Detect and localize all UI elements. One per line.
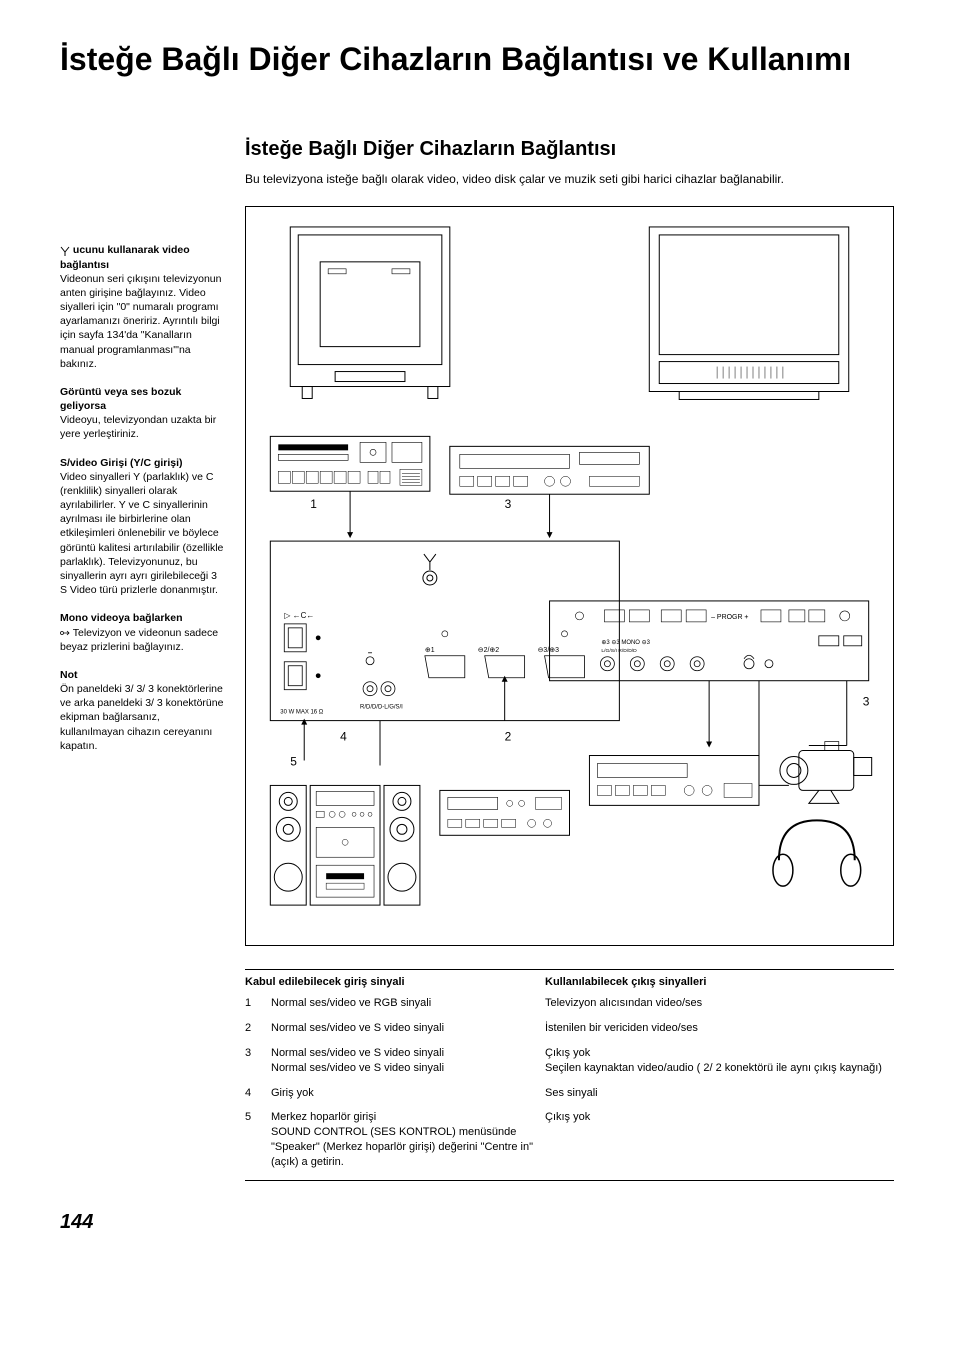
tv-front-icon [649,227,848,400]
signal-row-left: Normal ses/video ve S video sinyali [271,1021,545,1036]
sidebar-note-4-title: Mono videoya bağlarken [60,611,225,625]
signal-row-num: 4 [245,1086,271,1101]
main-column: İsteğe Bağlı Diğer Cihazların Bağlantısı… [245,138,894,1180]
signal-row-left: Normal ses/video ve RGB sinyali [271,996,545,1011]
sidebar-note-2: Görüntü veya ses bozuk geliyorsa Videoyu… [60,385,225,442]
sidebar-note-5-body: Ön paneldeki 3/ 3/ 3 konektörlerine ve a… [60,682,225,753]
diagram-label-1: 1 [310,497,317,511]
decoder-icon [589,756,759,806]
sidebar-note-4: Mono videoya bağlarken Televizyon ve vid… [60,611,225,654]
diagram-label-3b: 3 [863,695,870,709]
signal-row-left: Normal ses/video ve S video sinyali Norm… [271,1046,545,1076]
signal-row: 3 Normal ses/video ve S video sinyali No… [245,1046,894,1076]
signal-header-left: Kabul edilebilecek giriş sinyali [245,976,545,988]
signal-row-right: Çıkış yok [545,1110,894,1169]
sidebar-note-1-body: Videonun seri çıkışını televizyonun ante… [60,272,225,371]
diagram-label-5: 5 [290,755,297,769]
signal-row-left: Giriş yok [271,1086,545,1101]
signal-row: 1 Normal ses/video ve RGB sinyali Televi… [245,996,894,1011]
hifi-icon [270,786,420,906]
signal-row-right: Çıkış yok Seçilen kaynaktan video/audio … [545,1046,894,1076]
connection-diagram: 1 3 [245,206,894,946]
svg-text:– PROGR +: – PROGR + [711,614,748,621]
signal-row-num: 1 [245,996,271,1011]
sidebar-note-2-body: Videoyu, televizyondan uzakta bir yere y… [60,413,225,441]
signal-row-num: 3 [245,1046,271,1076]
diagram-label-3a: 3 [505,497,512,511]
diagram-label-4: 4 [340,730,347,744]
signal-header-right: Kullanılabilecek çıkış sinyalleri [545,976,894,988]
rear-panel-rear-label: R/D/D/D-L/G/S/I [360,705,403,711]
front-panel-icon: – PROGR + ⊕3 ⊖3 MONO ⊖3 L/G/S/I R/D/D/D [550,601,869,681]
sidebar-note-4-body: Televizyon ve videonun sadece beyaz priz… [60,626,225,654]
signal-row: 5 Merkez hoparlör girişi SOUND CONTROL (… [245,1110,894,1169]
svg-text:⊕1: ⊕1 [425,647,435,654]
signal-row-right: Ses sinyali [545,1086,894,1101]
sidebar: ucunu kullanarak video bağlantısı Videon… [60,138,225,1180]
signal-row-num: 5 [245,1110,271,1169]
sidebar-note-5-title: Not [60,668,225,682]
signal-table-header: Kabul edilebilecek giriş sinyali Kullanı… [245,976,894,988]
signal-row-right: İstenilen bir vericiden video/ses [545,1021,894,1036]
svg-text:⊕3 ⊖3 MONO ⊖3: ⊕3 ⊖3 MONO ⊖3 [601,640,650,646]
settop-box-icon [440,791,570,836]
sidebar-note-3-body: Video sinyalleri Y (parlaklık) ve C (ren… [60,470,225,598]
rear-panel-icon: ▷ ←C← 30 W MAX 16 Ω R/D/D/D-L/G/S/I [270,541,619,721]
svg-text:⊖2/⊕2: ⊖2/⊕2 [478,647,500,654]
signal-row: 4 Giriş yok Ses sinyali [245,1086,894,1101]
sidebar-note-1: ucunu kullanarak video bağlantısı Videon… [60,243,225,371]
signal-row-num: 2 [245,1021,271,1036]
svg-text:▷ ←C←: ▷ ←C← [284,611,314,620]
signal-row: 2 Normal ses/video ve S video sinyali İs… [245,1021,894,1036]
sidebar-note-1-title: ucunu kullanarak video bağlantısı [60,244,190,270]
dvd-player-icon [450,447,649,495]
signal-row-right: Televizyon alıcısından video/ses [545,996,894,1011]
page-number: 144 [60,1211,894,1234]
svg-text:⊖3/⊕3: ⊖3/⊕3 [538,647,560,654]
antenna-icon [60,246,70,256]
vcr-icon [270,437,430,492]
sidebar-note-4-body-text: Televizyon ve videonun sadece beyaz priz… [60,627,218,653]
svg-text:L/G/S/I R/D/D/D: L/G/S/I R/D/D/D [601,648,637,654]
av-in-icon [60,629,70,637]
intro-text: Bu televizyona isteğe bağlı olarak video… [245,171,894,188]
tv-rear-icon [290,227,450,399]
sidebar-note-2-title: Görüntü veya ses bozuk geliyorsa [60,385,225,413]
content-wrapper: ucunu kullanarak video bağlantısı Videon… [60,138,894,1180]
camcorder-icon [780,742,872,804]
signal-row-left: Merkez hoparlör girişi SOUND CONTROL (SE… [271,1110,545,1169]
section-title: İsteğe Bağlı Diğer Cihazların Bağlantısı [245,138,894,161]
signal-table: Kabul edilebilecek giriş sinyali Kullanı… [245,969,894,1181]
sidebar-note-3: S/video Girişi (Y/C girişi) Video sinyal… [60,456,225,598]
headphones-icon [773,821,861,887]
page-title: İsteğe Bağlı Diğer Cihazların Bağlantısı… [60,40,894,78]
sidebar-note-1-title-text: ucunu kullanarak video bağlantısı [60,244,190,270]
rear-panel-max-label: 30 W MAX 16 Ω [280,710,323,716]
diagram-label-2: 2 [505,730,512,744]
sidebar-note-3-title: S/video Girişi (Y/C girişi) [60,456,225,470]
sidebar-note-5: Not Ön paneldeki 3/ 3/ 3 konektörlerine … [60,668,225,753]
